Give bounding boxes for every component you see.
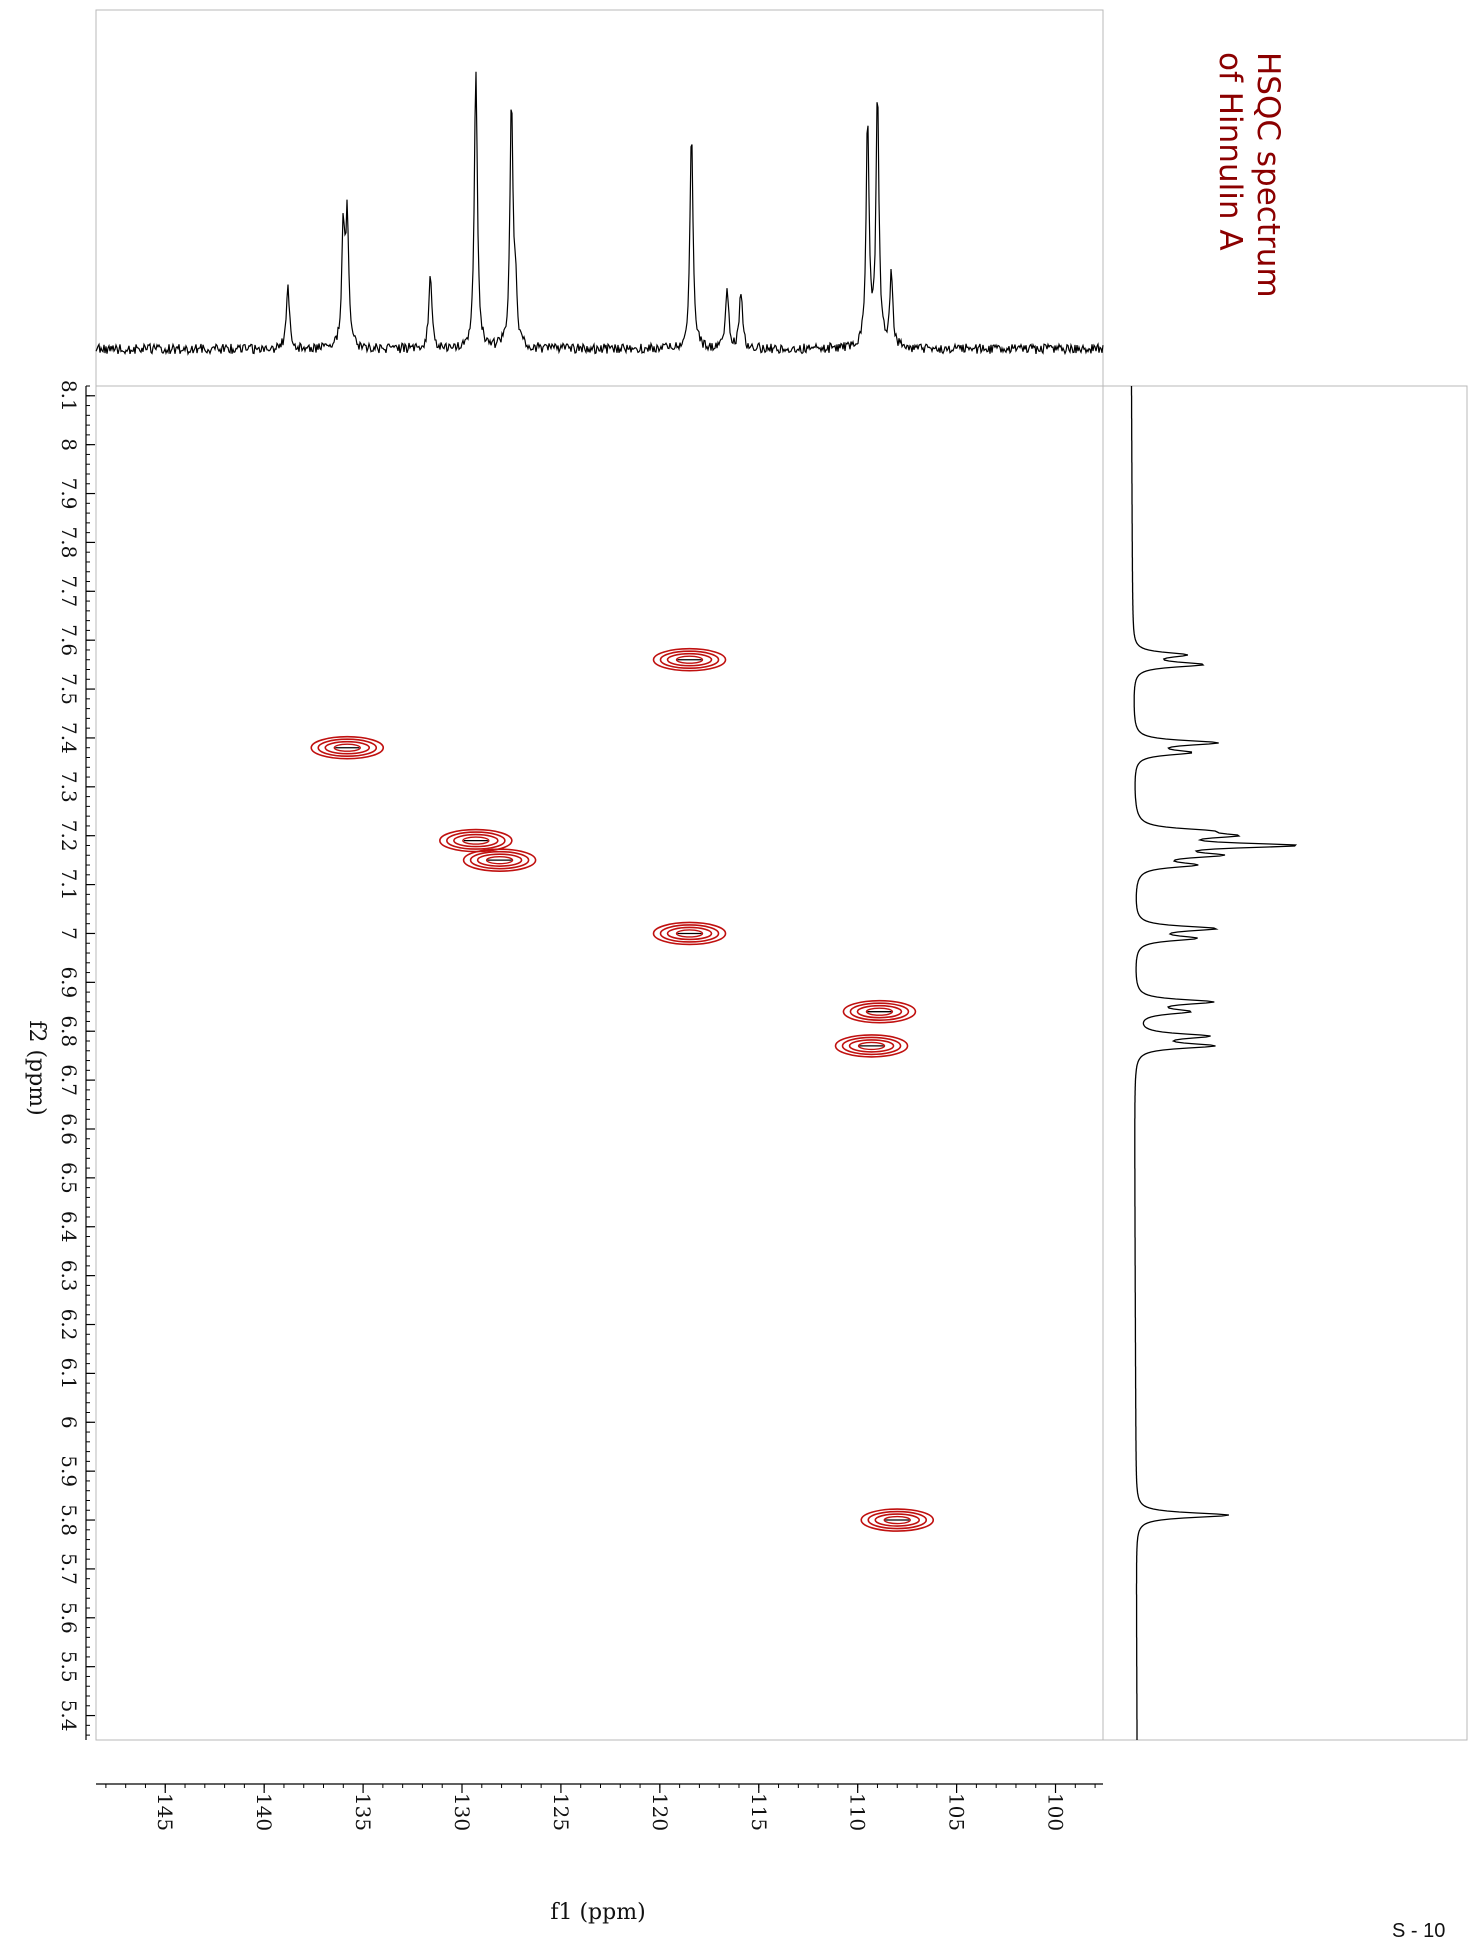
f2-tick-label: 6.5 [57,1162,81,1194]
f2-axis: 8.1 8 7.9 7.8 7.7 7.6 7.5 7.4 7.3 7.2 7.1 7 6.9 6.8 6.… [57,380,95,1740]
chart-title-line-2: of Hinnulin A [1212,52,1248,251]
f2-tick-label: 7.9 [57,478,81,510]
f2-tick-label: 8.1 [57,380,81,412]
contour-level [883,1515,911,1525]
f2-projection-frame [1102,385,1468,1741]
f2-tick-label: 6.8 [57,1015,81,1047]
contour-level [675,929,704,938]
contour-level [446,831,506,850]
chart-title: HSQC spectrum of Hinnulin A [1212,52,1286,298]
contour-level [867,1510,928,1530]
cross-peak [439,828,513,853]
cross-peak [860,1508,935,1532]
cross-peak [652,921,727,946]
contour-level [333,743,361,752]
f2-tick-label: 6.4 [57,1211,81,1243]
f2-axis-title: f2 (ppm) [24,1020,49,1115]
contour-level [842,999,917,1024]
cross-peak [652,647,727,672]
f2-tick-label: 6.1 [57,1357,81,1389]
f1-tick-label: 140 [252,1793,276,1831]
chart-title-line-1: HSQC spectrum [1250,52,1286,298]
contour-level [310,735,385,760]
f2-tick-label: 6.9 [57,966,81,998]
f2-tick-label: 5.4 [57,1700,81,1732]
f2-tick-label: 8 [57,438,81,451]
f1-tick-label: 130 [450,1793,474,1831]
f2-tick-label: 6.3 [57,1260,81,1292]
f2-projection-trace [1130,386,1298,1740]
f2-tick-label: 7.2 [57,820,81,852]
contour-level [860,1508,935,1532]
f1-projection-frame [95,9,1104,387]
f1-projection-trace [95,71,1104,356]
f1-tick-label: 145 [153,1793,177,1831]
f1-axis: 145 140 135 130 125 120 115 110 105 100 [96,1783,1103,1831]
contour-level [462,836,490,845]
f2-tick-label: 7.4 [57,722,81,754]
contour-level [848,1039,895,1053]
f2-tick-label: 6.6 [57,1113,81,1145]
contour-level [841,1036,902,1056]
cross-peak [462,848,537,872]
f1-tick-label: 135 [351,1793,375,1831]
f1-tick-label: 115 [747,1793,771,1831]
contour-level [865,1007,894,1016]
plot-frame [95,385,1104,1741]
contour-level [652,921,727,946]
f2-tick-label: 7.3 [57,771,81,803]
page-number: S - 10 [1392,1920,1446,1942]
contour-level [659,650,720,670]
f2-tick-label: 6.2 [57,1309,81,1341]
contour-level [324,740,371,755]
cross-peak [842,999,917,1024]
f2-tick-label: 5.7 [57,1553,81,1585]
f2-tick-label: 5.6 [57,1602,81,1634]
contour-level [469,850,530,870]
f1-tick-label: 120 [648,1793,672,1831]
f2-tick-label: 5.8 [57,1504,81,1536]
f2-tick-label: 5.5 [57,1651,81,1683]
contour-level [485,855,514,865]
contour-plot [310,647,935,1532]
contour-level [849,1002,910,1021]
f2-tick-label: 7.7 [57,575,81,607]
f2-tick-label: 7.8 [57,527,81,559]
contour-level [666,926,713,941]
contour-level [453,833,499,848]
f2-tick-label: 6.7 [57,1064,81,1096]
contour-level [834,1034,909,1058]
f2-tick-label: 7.5 [57,673,81,705]
contour-level [857,1041,886,1051]
contour-level [874,1513,921,1527]
contour-level [652,647,727,672]
contour-level [666,652,713,667]
f1-tick-label: 105 [945,1793,969,1831]
f2-tick-label: 7 [57,927,81,940]
f1-tick-label: 125 [549,1793,573,1831]
contour-level [659,924,720,943]
f1-tick-label: 100 [1044,1793,1068,1831]
f2-tick-label: 7.1 [57,869,81,901]
cross-peak [310,735,385,760]
contour-level [317,738,378,758]
f2-tick-label: 6 [57,1416,81,1429]
contour-level [462,848,537,872]
contour-level [856,1004,903,1019]
f2-tick-label: 5.9 [57,1455,81,1487]
contour-level [476,853,523,867]
f1-axis-title: f1 (ppm) [550,1900,645,1925]
cross-peak [834,1034,909,1058]
f2-tick-label: 7.6 [57,624,81,656]
f1-tick-label: 110 [846,1793,870,1831]
contour-level [675,655,704,664]
